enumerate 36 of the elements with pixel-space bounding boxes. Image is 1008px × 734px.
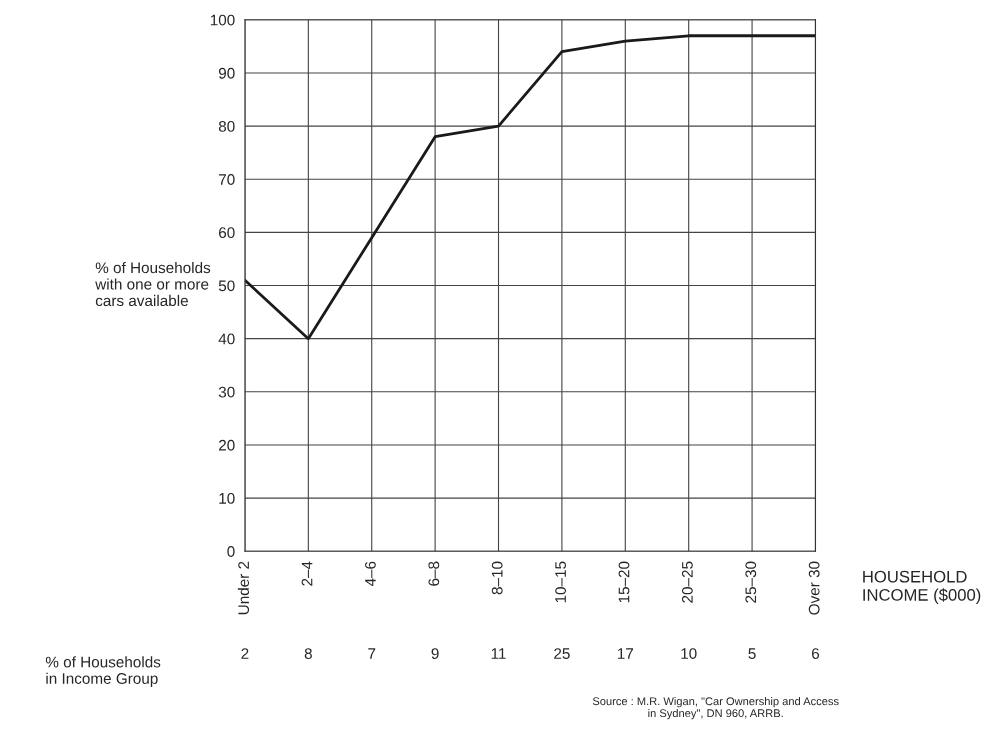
y-tick-label: 70 bbox=[219, 174, 235, 185]
x-axis-title: HOUSEHOLD INCOME ($000) bbox=[863, 570, 981, 605]
x-tick-label: 6–8 bbox=[428, 561, 440, 586]
x-tick-label: Over 30 bbox=[808, 561, 820, 615]
text: 5 bbox=[748, 648, 756, 659]
x-tick-label: 2–4 bbox=[301, 561, 313, 586]
text: % of Households in Income Group bbox=[45, 656, 161, 687]
text: 8 bbox=[304, 648, 312, 659]
source-note: Source : M.R. Wigan, "Car Ownership and Access in Sydney", DN 960, ARRB. bbox=[592, 696, 839, 720]
y-tick-label: 30 bbox=[218, 386, 235, 398]
y-tick-label: 10 bbox=[219, 492, 235, 504]
y-tick-label: 80 bbox=[218, 120, 235, 132]
y-tick-label: 90 bbox=[218, 67, 235, 79]
text: 6 bbox=[812, 648, 820, 659]
y-tick-label: 0 bbox=[227, 546, 235, 557]
x-tick-label: 10–15 bbox=[555, 561, 567, 603]
text: 11 bbox=[491, 648, 506, 659]
line-series bbox=[244, 34, 816, 341]
y-tick-label: 40 bbox=[218, 333, 235, 345]
y-tick-label: 20 bbox=[219, 439, 235, 451]
text: 10 bbox=[681, 648, 697, 659]
text: 9 bbox=[431, 648, 439, 659]
x-tick-label: 4–6 bbox=[365, 561, 376, 587]
x-tick-label: Under 2 bbox=[237, 561, 250, 615]
x-tick-label: 8–10 bbox=[491, 561, 503, 595]
y-axis-title: % of Households with one or more cars available bbox=[95, 261, 211, 307]
text: 2 bbox=[241, 648, 249, 659]
text: 7 bbox=[368, 648, 376, 659]
y-tick-label: 60 bbox=[219, 227, 235, 239]
y-tick-label: 50 bbox=[218, 280, 235, 292]
text: 17 bbox=[617, 648, 634, 659]
text: 25 bbox=[554, 648, 570, 659]
x-tick-label: 25–30 bbox=[745, 561, 757, 603]
y-tick-label: 100 bbox=[210, 14, 235, 26]
x-tick-label: 20–25 bbox=[681, 561, 693, 603]
x-tick-label: 15–20 bbox=[618, 561, 630, 603]
